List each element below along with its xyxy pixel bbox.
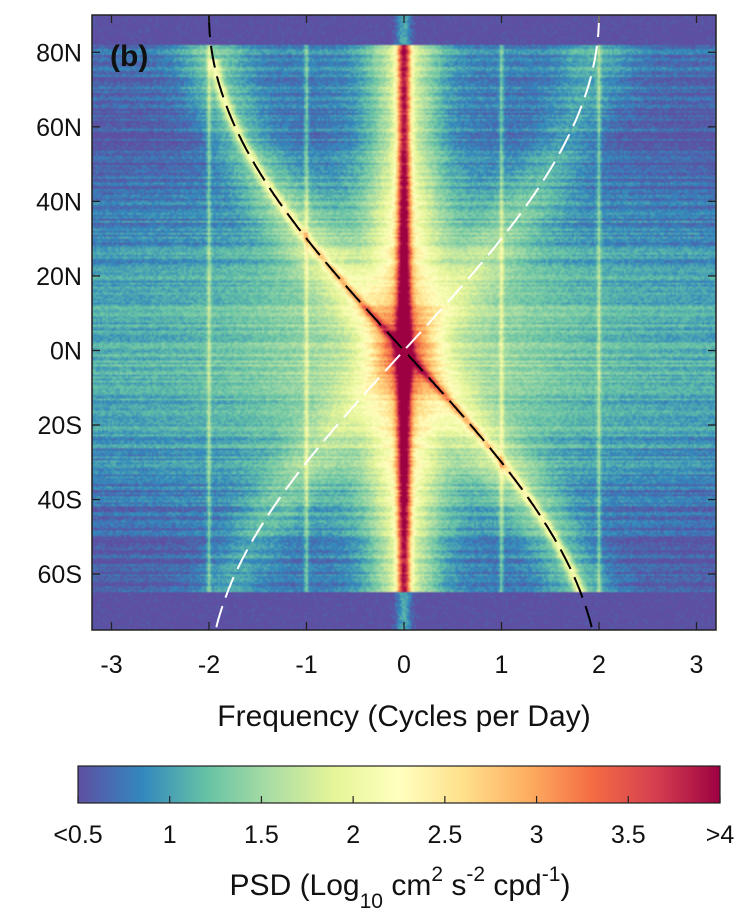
- colorbar-ticks: <0.5 1 1.5 2 2.5 3 3.5 >4: [53, 796, 734, 849]
- colorbar-gradient: [77, 765, 721, 804]
- colorbar-tick-label: 3: [530, 821, 544, 849]
- x-tick-label: 1: [495, 651, 509, 679]
- x-tick-label: 0: [397, 651, 411, 679]
- inertial-curve-negative: [208, 15, 594, 630]
- colorbar-tick-label: 3.5: [611, 821, 646, 849]
- colorbar-tick-label: <0.5: [53, 821, 102, 849]
- colorbar: <0.5 1 1.5 2 2.5 3 3.5 >4 PSD (Log10 cm2 s-2 cp…: [53, 765, 734, 913]
- x-tick-label: -1: [295, 651, 317, 679]
- colorbar-tick-label: >4: [706, 821, 735, 849]
- y-tick-label: 60N: [36, 114, 82, 142]
- x-axis: -3 -2 -1 0 1 2 3: [100, 15, 703, 679]
- panel-label: (b): [110, 40, 148, 73]
- colorbar-tick-label: 1: [163, 821, 177, 849]
- y-axis: 80N 60N 40N 20N 0N 20S 40S 60S: [36, 39, 716, 589]
- colorbar-title: PSD (Log10 cm2 s-2 cpd-1): [230, 863, 571, 913]
- inertial-curve-positive: [214, 15, 600, 630]
- x-tick-label: 2: [592, 651, 606, 679]
- colorbar-tick-label: 2.5: [427, 821, 462, 849]
- y-tick-label: 40S: [38, 487, 82, 515]
- y-tick-label: 20N: [36, 263, 82, 291]
- plot-area: [92, 15, 716, 630]
- heatmap-image: [92, 15, 716, 630]
- y-tick-label: 0N: [50, 337, 82, 365]
- colorbar-tick-label: 2: [346, 821, 360, 849]
- y-tick-label: 60S: [38, 561, 82, 589]
- colorbar-tick-label: 1.5: [244, 821, 279, 849]
- x-tick-label: -3: [100, 651, 122, 679]
- x-axis-title: Frequency (Cycles per Day): [217, 700, 590, 733]
- y-tick-label: 40N: [36, 188, 82, 216]
- y-tick-label: 20S: [38, 412, 82, 440]
- x-tick-label: -2: [198, 651, 220, 679]
- y-tick-label: 80N: [36, 39, 82, 67]
- x-tick-label: 3: [690, 651, 704, 679]
